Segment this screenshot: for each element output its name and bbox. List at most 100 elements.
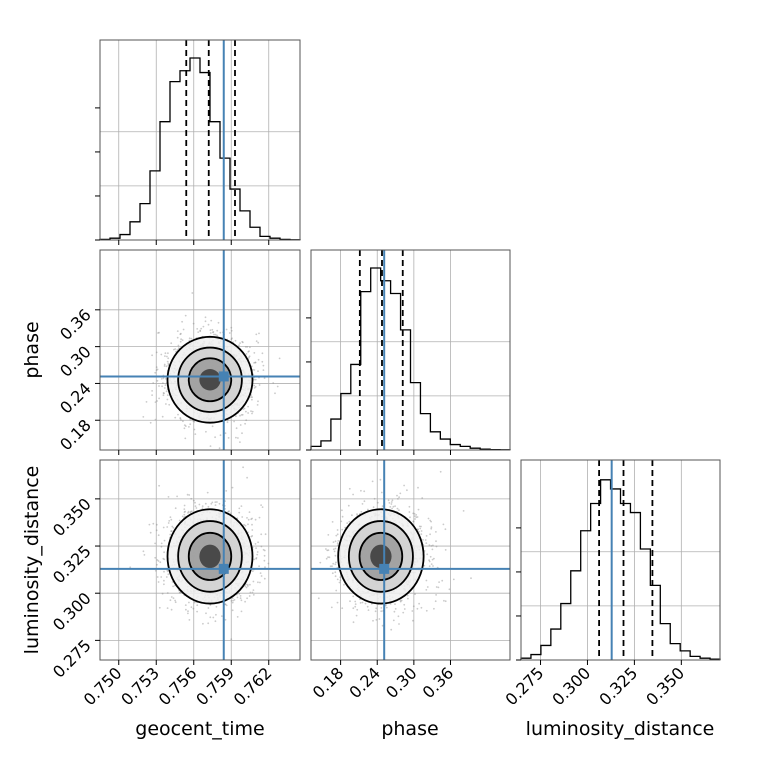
sample-point [356, 513, 358, 515]
sample-point [256, 557, 258, 559]
sample-point [238, 508, 240, 510]
sample-point [435, 600, 437, 602]
sample-point [355, 603, 357, 605]
sample-point [165, 378, 167, 380]
sample-point [380, 479, 382, 481]
sample-point [182, 420, 184, 422]
sample-point [414, 593, 416, 595]
sample-point [150, 422, 152, 424]
sample-point [183, 329, 185, 331]
sample-point [235, 437, 237, 439]
sample-point [438, 581, 440, 583]
y-tick-label-luminosity_distance: 0.300 [49, 589, 95, 635]
sample-point [173, 597, 175, 599]
sample-point [377, 502, 379, 504]
sample-point [390, 629, 392, 631]
sample-point [334, 551, 336, 553]
sample-point [422, 539, 424, 541]
sample-point [191, 606, 193, 608]
sample-point [182, 516, 184, 518]
sample-point [228, 437, 230, 439]
sample-point [421, 497, 423, 499]
sample-point [251, 535, 253, 537]
sample-point [168, 520, 170, 522]
sample-point [260, 533, 262, 535]
sample-point [252, 411, 254, 413]
sample-point [411, 610, 413, 612]
sample-point [173, 349, 175, 351]
y-tick-label-luminosity_distance: 0.325 [49, 541, 95, 587]
sample-point [268, 563, 270, 565]
sample-point [247, 412, 249, 414]
sample-point [241, 505, 243, 507]
sample-point [406, 489, 408, 491]
x-tick-label-luminosity_distance: 0.275 [502, 663, 548, 709]
sample-point [215, 620, 217, 622]
sample-point [162, 593, 164, 595]
sample-point [205, 320, 207, 322]
sample-point [429, 565, 431, 567]
x-axis-label-luminosity-distance: luminosity_distance [526, 718, 715, 740]
sample-point [239, 441, 241, 443]
sample-point [253, 362, 255, 364]
sample-point [272, 382, 274, 384]
sample-point [194, 429, 196, 431]
sample-point [379, 618, 381, 620]
sample-point [421, 607, 423, 609]
sample-point [396, 495, 398, 497]
sample-point [156, 369, 158, 371]
sample-point [180, 338, 182, 340]
sample-point [258, 565, 260, 567]
sample-point [352, 596, 354, 598]
sample-point [337, 602, 339, 604]
sample-point [429, 533, 431, 535]
sample-point [167, 399, 169, 401]
sample-point [277, 386, 279, 388]
sample-point [196, 604, 198, 606]
injection-marker [379, 564, 389, 574]
sample-point [263, 549, 265, 551]
sample-point [264, 560, 266, 562]
sample-point [174, 417, 176, 419]
sample-point [251, 518, 253, 520]
sample-point [443, 524, 445, 526]
injection-marker [219, 564, 229, 574]
sample-point [257, 581, 259, 583]
sample-point [151, 390, 153, 392]
sample-point [210, 332, 212, 334]
sample-point [167, 607, 169, 609]
sample-point [208, 324, 210, 326]
sample-point [425, 542, 427, 544]
sample-point [191, 292, 193, 294]
sample-point [319, 562, 321, 564]
sample-point [216, 335, 218, 337]
sample-point [241, 611, 243, 613]
sample-point [376, 619, 378, 621]
sample-point [260, 504, 262, 506]
sample-point [162, 558, 164, 560]
sample-point [404, 608, 406, 610]
sample-point [432, 565, 434, 567]
sample-point [241, 516, 243, 518]
sample-point [327, 534, 329, 536]
sample-point [398, 615, 400, 617]
sample-point [156, 524, 158, 526]
sample-point [360, 602, 362, 604]
sample-point [261, 546, 263, 548]
sample-point [205, 503, 207, 505]
sample-point [180, 418, 182, 420]
sample-point [247, 351, 249, 353]
density-level-3 [199, 369, 220, 390]
sample-point [230, 327, 232, 329]
sample-point [166, 390, 168, 392]
sample-point [164, 540, 166, 542]
sample-point [365, 603, 367, 605]
sample-point [179, 520, 181, 522]
sample-point [167, 394, 169, 396]
sample-point [426, 580, 428, 582]
sample-point [228, 510, 230, 512]
sample-point [399, 493, 401, 495]
sample-point [426, 553, 428, 555]
sample-point [194, 602, 196, 604]
